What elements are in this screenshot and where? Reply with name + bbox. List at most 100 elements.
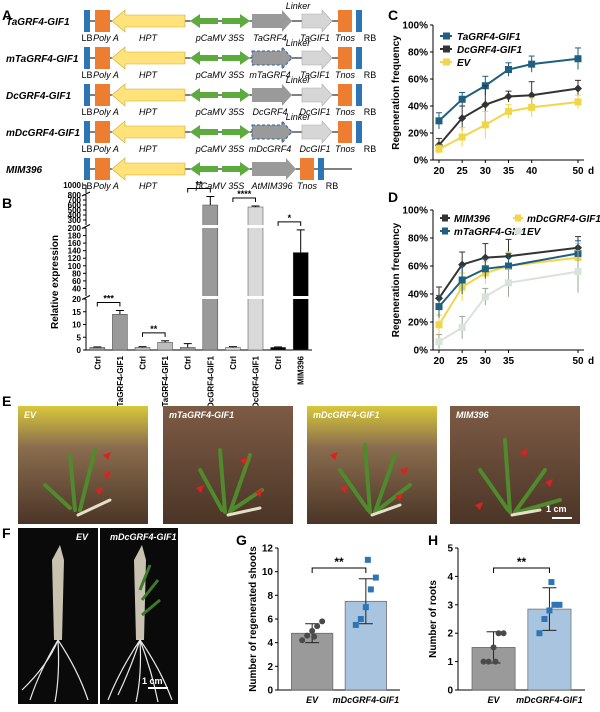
roots (21, 639, 173, 703)
hpt-arrow (111, 157, 186, 181)
bar (247, 206, 264, 351)
y-tick-label: 40% (408, 102, 428, 113)
tnos-box (338, 47, 352, 69)
data-point (299, 637, 306, 644)
x-tick-label: TaGRF4-GIF1 (116, 355, 125, 406)
element-label-hpt: HPT (139, 70, 159, 80)
linker-label: Linker (286, 75, 312, 85)
significance-label: **** (237, 189, 252, 199)
y-tick-label: 8 (267, 591, 273, 602)
y-tick-label: 20 (72, 295, 81, 304)
legend-swatch-marker (443, 58, 450, 66)
x-tick-label: Ctrl (274, 356, 283, 370)
y-tick-label: 0 (77, 346, 82, 355)
element-label-gif: TaGIF1 (300, 70, 330, 80)
p35s-arrow-left (190, 162, 218, 176)
y-tick-label: 4 (447, 572, 453, 583)
p35s-arrow-left (190, 14, 218, 28)
legend-entry: EV (457, 58, 472, 69)
element-label-polya: Poly A (93, 33, 119, 43)
element-label-hpt: HPT (139, 181, 159, 191)
significance-bracket (96, 301, 121, 307)
p35s-arrow-left (190, 125, 218, 139)
lb-border (84, 10, 90, 32)
y-tick-label: 180 (68, 232, 82, 241)
photo-e-mim396 (450, 406, 580, 524)
x-tick-label: Ctrl (229, 356, 238, 370)
panel-b-chart: 0 5 10 15 20 40608010012014016018020030040050… (50, 180, 312, 415)
y-tick-label: 60 (72, 277, 81, 286)
significance-bracket (142, 332, 166, 337)
photo-e-mdcgrf4 (307, 406, 437, 524)
data-point (574, 84, 582, 93)
significance-bracket (277, 221, 302, 226)
x-tick-label: DcGRF4-GIF1 (206, 355, 215, 408)
y-tick-label: 0 (267, 686, 273, 697)
data-point (481, 253, 490, 262)
data-point (458, 133, 466, 141)
element-label-rb: RB (364, 144, 377, 154)
x-tick-label: Ctrl (184, 356, 193, 370)
x-tick-label: mTaGRF4-GIF1 (161, 355, 170, 413)
y-tick-label: 80% (408, 48, 428, 59)
legend-swatch-marker (515, 227, 521, 235)
element-label-grf: DcGRF4 (252, 107, 287, 117)
gif-arrow (301, 83, 333, 107)
element-label-lb: LB (81, 107, 92, 117)
y-tick-label: 40 (72, 284, 81, 293)
x-tick-label: 40 (526, 166, 538, 177)
grf-arrow (251, 119, 293, 145)
y-axis-title: Relative expression (50, 235, 61, 329)
element-label-hpt: HPT (139, 33, 159, 43)
y-tick-label: 1000 (63, 181, 81, 190)
panel-e-photos: EV mTaGRF4-GIF1 mDcGRF4-GIF1 MIM396 1 cm (18, 406, 580, 524)
data-point (458, 324, 466, 332)
p35s-arrow-right (222, 51, 250, 65)
p35s-arrow-right (222, 14, 250, 28)
y-tick-label: 60% (408, 75, 428, 86)
y-tick-label: 60% (408, 262, 428, 273)
data-point (574, 268, 582, 276)
y-tick-label: 200 (68, 224, 82, 233)
element-label-gif: DcGIF1 (299, 144, 330, 154)
mim-arrow (252, 158, 296, 180)
element-label-grf: mDcGRF4 (249, 144, 292, 154)
photo-e-label-ev: EV (24, 410, 37, 420)
legend-swatch-marker (442, 227, 448, 235)
element-label-grf: mTaGRF4 (249, 70, 290, 80)
legend-entry: EV (527, 227, 542, 238)
photo-e-label-mdcgrf4: mDcGRF4-GIF1 (313, 410, 380, 420)
linker-label: Linker (286, 38, 312, 48)
series-line (438, 87, 579, 146)
bar-break-gap (201, 225, 219, 228)
data-point (485, 658, 492, 665)
series-line (438, 100, 579, 151)
data-point (492, 658, 499, 665)
x-tick-label: 50 (572, 166, 584, 177)
y-tick-label: 700 (68, 196, 82, 205)
significance-label: ** (334, 555, 344, 569)
data-point (546, 607, 553, 614)
y-axis-title: Number of regenerated shoots (248, 546, 259, 692)
data-point (458, 95, 466, 103)
y-tick-label: 300 (68, 216, 82, 225)
significance-bracket (232, 197, 256, 202)
element-label-tnos: Tnos (335, 144, 356, 154)
lb-border (84, 158, 90, 180)
legend-swatch-marker (443, 45, 450, 53)
bar (112, 314, 128, 351)
red-arrows (95, 449, 553, 510)
y-tick-label: 100 (68, 262, 82, 271)
bar (179, 347, 196, 351)
significance-label: * (288, 213, 292, 223)
y-tick-label: 0% (414, 346, 429, 357)
bar-break-gap (292, 296, 310, 299)
tnos-box (338, 84, 352, 106)
panel-f-photos: EV mDcGRF4-GIF1 1 cm (18, 528, 178, 704)
y-tick-label: 0% (414, 156, 429, 167)
bar (270, 347, 286, 351)
x-tick-label: MIM396 (297, 355, 306, 384)
data-point (480, 658, 487, 665)
element-label-tnos: Tnos (335, 33, 356, 43)
